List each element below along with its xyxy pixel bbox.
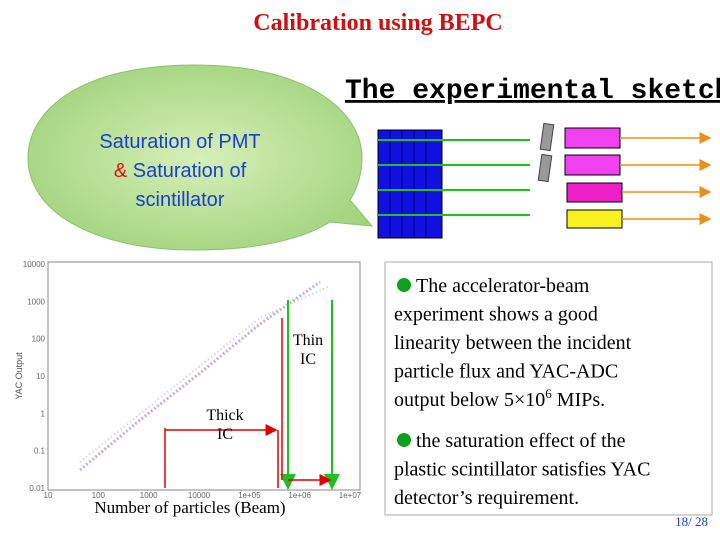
bullet-text: The accelerator-beam experiment shows a g… [394,275,632,411]
y-tick-label: 10000 [23,260,46,269]
bullet-dot [397,278,411,292]
bullet-line: the saturation effect of the [416,430,626,452]
x-tick-label: 1e+07 [339,491,362,500]
thin-ic-arrows [280,300,340,490]
x-tick-label: 10000 [188,491,211,500]
annotation-thin-ic: Thin IC [293,332,323,368]
bullet-line: particle flux and YAC-ADC [394,361,618,383]
bubble-text: Saturation of PMT & Saturation of scintill… [99,131,260,211]
bullet-line: The accelerator-beam [416,275,590,297]
output-arrows [620,132,712,225]
speech-bubble: Saturation of PMT & Saturation of scintill… [27,64,374,251]
annotation-thick-ic: Thick IC [206,407,243,443]
y-tick-label: 0.1 [34,447,46,456]
thick-ic-arrows [164,424,279,488]
y-tick-label: 0.01 [29,484,45,493]
bubble-line: Saturation of PMT [99,131,260,153]
x-tick-label: 10 [44,491,53,500]
x-axis-label: Number of particles (Beam) [94,498,285,517]
y-tick-label: 1 [41,409,46,418]
bullet-line: linearity between the incident [394,332,632,354]
bullet-line: output below 5×10 [394,389,545,411]
x-tick-label: 1000 [140,491,158,500]
superscript: 6 [545,386,552,401]
scintillator [566,182,623,203]
detector-block [377,129,443,239]
ion-chamber [539,122,555,152]
annotation-line: IC [217,426,233,443]
y-tick-label: 100 [32,335,46,344]
data-trend [79,285,331,463]
bubble-line: & [114,160,128,182]
sketch [377,122,712,239]
annotation-line: Thick [206,407,243,424]
x-tick-label: 1e+05 [238,491,261,500]
scintillator [566,209,623,229]
y-tick-label: 10 [36,372,45,381]
bubble-line: scintillator [136,189,225,211]
page-number: 18/ 28 [675,514,708,529]
bullet-line: MIPs. [552,389,605,411]
bullet-text: the saturation effect of the plastic scin… [394,430,650,509]
bullet-line: experiment shows a good [394,304,598,326]
annotation-line: IC [300,351,316,368]
text-box [384,261,713,516]
x-tick-label: 1e+06 [288,491,311,500]
scintillator [564,127,621,149]
scintillator [564,154,621,176]
beam-lines [378,139,530,216]
ion-chamber [537,153,553,183]
bullet-line: plastic scintillator satisfies YAC [394,459,650,481]
bullet-list: The accelerator-beam experiment shows a g… [394,275,650,509]
detector-stripes [389,130,427,238]
plot-frame [47,261,361,491]
data-trend [79,280,321,472]
bullet-dot [397,433,411,447]
slide-title: Calibration using BEPC [253,10,502,36]
bubble-line: Saturation of [127,160,246,182]
y-tick-label: 1000 [27,297,45,306]
y-axis-label: YAC Output [14,352,24,400]
annotation-line: Thin [293,332,323,349]
sketch-title: The experimental sketch [345,76,720,107]
plot: YAC Output Thin IC Thick IC Number of part… [14,260,362,517]
x-tick-label: 100 [92,491,106,500]
bullet-line: detector’s requirement. [394,487,579,509]
